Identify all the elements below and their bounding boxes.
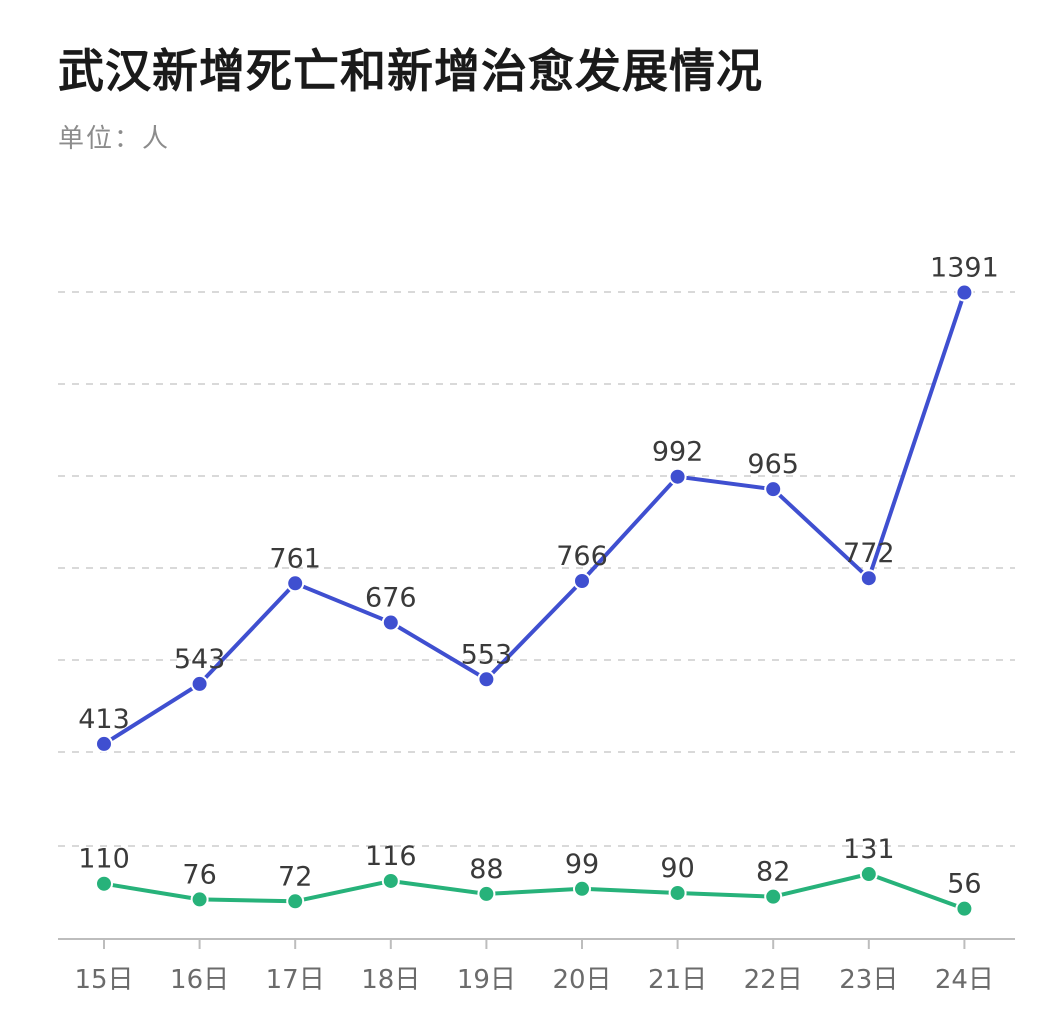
x-tick-label: 19日: [457, 965, 516, 995]
data-label-deaths: 82: [756, 857, 790, 888]
data-point-cured: [668, 467, 687, 486]
data-label-deaths: 56: [947, 869, 981, 900]
x-tick-label: 17日: [266, 965, 325, 995]
data-point-cured: [381, 613, 400, 632]
x-tick-label: 15日: [74, 965, 133, 995]
data-point-cured: [477, 670, 496, 689]
data-point-deaths: [573, 879, 591, 898]
x-axis-ticks: 15日 16日 17日 18日 19日 20日 21日 22日 23日 24日: [74, 939, 994, 995]
unit-label: 单位：人: [58, 124, 171, 154]
data-label-cured: 543: [174, 644, 226, 675]
series-deaths: 110 76 72 116 88 99 90 82 131 56: [78, 834, 982, 918]
data-point-deaths: [95, 874, 113, 893]
data-label-deaths: 110: [78, 844, 130, 875]
x-tick-label: 23日: [839, 965, 898, 995]
chart-title: 武汉新增死亡和新增治愈发展情况: [58, 44, 763, 98]
data-point-deaths: [190, 890, 209, 909]
data-point-cured: [573, 571, 591, 590]
data-label-deaths: 72: [278, 861, 312, 892]
x-tick-label: 24日: [935, 965, 994, 995]
series-line-deaths: [102, 872, 967, 911]
data-label-deaths: 88: [469, 854, 503, 885]
data-label-deaths: 116: [365, 841, 417, 872]
data-label-cured: 992: [652, 437, 704, 468]
x-tick-label: 22日: [744, 965, 803, 995]
data-label-deaths: 131: [843, 834, 895, 865]
data-point-deaths: [477, 884, 496, 903]
data-point-cured: [95, 734, 113, 753]
data-label-cured: 553: [461, 639, 513, 670]
data-point-deaths: [764, 887, 783, 906]
series-line-cured: [102, 290, 967, 746]
data-label-cured: 761: [269, 543, 321, 574]
data-label-deaths: 99: [565, 849, 599, 880]
data-label-cured: 1391: [930, 253, 999, 284]
data-point-deaths: [286, 892, 305, 911]
data-point-cured: [955, 283, 974, 302]
data-point-cured: [859, 569, 878, 588]
data-label-cured: 413: [78, 704, 130, 735]
data-point-cured: [286, 574, 305, 593]
data-point-deaths: [381, 871, 400, 890]
data-label-cured: 766: [556, 541, 608, 572]
data-label-deaths: 90: [660, 853, 694, 884]
x-tick-label: 21日: [648, 965, 707, 995]
data-point-deaths: [668, 883, 687, 902]
x-tick-label: 16日: [170, 965, 229, 995]
data-point-cured: [764, 480, 783, 499]
data-label-cured: 965: [747, 449, 799, 480]
data-label-cured: 772: [843, 538, 895, 569]
data-point-cured: [190, 674, 209, 693]
data-label-deaths: 76: [182, 859, 216, 890]
data-point-deaths: [859, 865, 878, 884]
data-label-cured: 676: [365, 583, 417, 614]
gridlines: [58, 291, 1015, 847]
x-tick-label: 20日: [552, 965, 611, 995]
x-tick-label: 18日: [361, 965, 420, 995]
data-point-deaths: [955, 899, 974, 918]
series-cured: 413 543 761 676 553 766 992 965 772 1391: [78, 253, 999, 753]
